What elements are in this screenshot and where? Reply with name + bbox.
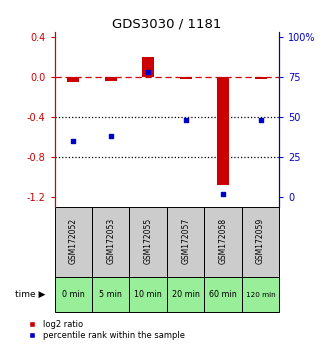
Text: 20 min: 20 min [172, 290, 200, 299]
Bar [92, 277, 129, 312]
Text: 0 min: 0 min [62, 290, 85, 299]
Bar [217, 77, 229, 185]
Bar [55, 207, 92, 277]
Point [183, 117, 188, 123]
Text: 5 min: 5 min [99, 290, 122, 299]
Text: GSM172053: GSM172053 [106, 218, 115, 264]
Bar [204, 277, 242, 312]
Bar [242, 277, 279, 312]
Text: GSM172059: GSM172059 [256, 218, 265, 264]
Text: 120 min: 120 min [246, 292, 275, 298]
Point [258, 117, 263, 123]
Bar [105, 77, 117, 81]
Bar [180, 77, 192, 79]
Bar [142, 57, 154, 77]
Point [146, 69, 151, 75]
Bar [167, 207, 204, 277]
Bar [129, 207, 167, 277]
Text: GSM172052: GSM172052 [69, 218, 78, 264]
Bar [242, 207, 279, 277]
Text: time ▶: time ▶ [14, 290, 45, 299]
Text: 10 min: 10 min [134, 290, 162, 299]
Text: GSM172055: GSM172055 [144, 218, 153, 264]
Title: GDS3030 / 1181: GDS3030 / 1181 [112, 18, 221, 31]
Bar [167, 277, 204, 312]
Text: GSM172058: GSM172058 [219, 218, 228, 264]
Bar [55, 277, 92, 312]
Point [71, 138, 76, 144]
Bar [129, 277, 167, 312]
Point [221, 191, 226, 197]
Bar [67, 77, 79, 82]
Point [108, 133, 113, 139]
Text: GSM172057: GSM172057 [181, 218, 190, 264]
Bar [204, 207, 242, 277]
Legend: log2 ratio, percentile rank within the sample: log2 ratio, percentile rank within the s… [20, 316, 188, 344]
Bar [92, 207, 129, 277]
Text: 60 min: 60 min [209, 290, 237, 299]
Bar [255, 77, 266, 79]
